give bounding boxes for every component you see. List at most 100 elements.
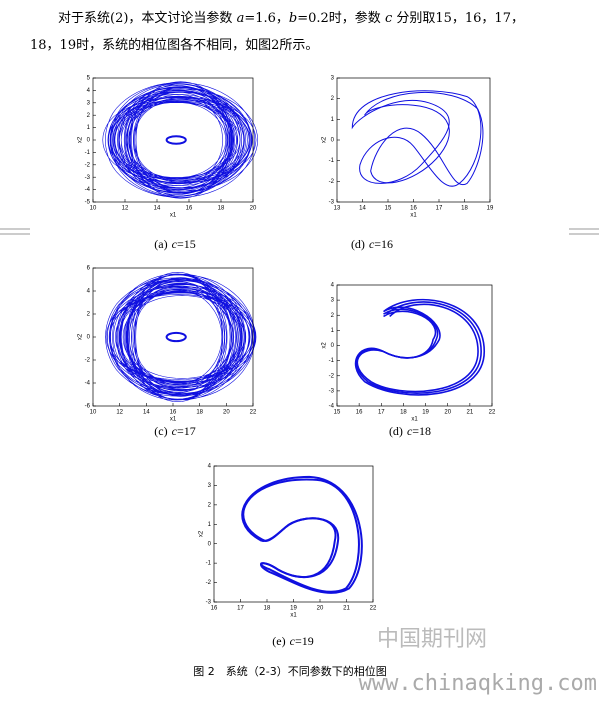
y-tick-label: 3 <box>208 483 212 489</box>
y-tick-label: 2 <box>208 502 212 508</box>
x-tick-label: 17 <box>237 606 244 612</box>
y-axis-label: x2 <box>78 333 84 340</box>
y-tick-label: -4 <box>85 187 91 193</box>
figure-caption: 图 2 系统（2-3）不同参数下的相位图 <box>193 664 386 678</box>
caption-value: =18 <box>412 424 431 438</box>
x-tick-label: 10 <box>90 206 97 212</box>
paragraph-line: 对于系统(2)，本文讨论当参数 a=1.6，b=0.2时，参数 c 分别取15，… <box>58 10 524 26</box>
x-tick-label: 14 <box>143 410 150 416</box>
watermark-url: www.chinaqking.com <box>359 671 597 696</box>
y-tick-label: -1 <box>85 150 91 156</box>
x-tick-label: 17 <box>436 206 443 212</box>
subfigure-caption: (d) c=18 <box>389 424 431 438</box>
x-tick-label: 16 <box>211 606 218 612</box>
x-tick-label: 16 <box>356 410 363 416</box>
x-tick-label: 18 <box>461 206 468 212</box>
y-tick-label: -3 <box>329 200 335 206</box>
y-tick-label: 3 <box>331 298 335 304</box>
y-tick-label: -2 <box>329 373 335 379</box>
x-tick-label: 17 <box>378 410 385 416</box>
y-tick-label: 5 <box>87 76 91 82</box>
trajectory <box>357 304 478 391</box>
text-segment: =0.2时，参数 <box>297 10 385 26</box>
y-tick-label: -2 <box>329 179 335 185</box>
y-tick-label: -2 <box>85 358 91 364</box>
x-tick-label: 18 <box>264 606 271 612</box>
y-tick-label: 2 <box>87 312 91 318</box>
x-tick-label: 20 <box>223 410 230 416</box>
phase-curve <box>105 272 256 401</box>
caption-value: =19 <box>295 634 314 648</box>
y-tick-label: 1 <box>331 328 335 334</box>
y-tick-label: -3 <box>85 175 91 181</box>
x-tick-label: 21 <box>343 606 350 612</box>
x-tick-label: 19 <box>487 206 494 212</box>
y-tick-label: 3 <box>87 100 91 106</box>
x-tick-label: 18 <box>400 410 407 416</box>
watermark: 中国期刊网 <box>377 627 487 652</box>
y-tick-label: 4 <box>331 283 335 289</box>
y-tick-label: 2 <box>87 113 91 119</box>
x-axis-label: x1 <box>290 613 297 619</box>
x-tick-label: 12 <box>122 206 129 212</box>
trajectory <box>167 333 186 341</box>
phase-plot: 15 16 17 18 19 20 21 22 -4 -3 -2 -1 0 1 2 3 4 x1 x2 (d) c=18 <box>322 283 496 438</box>
y-tick-label: 2 <box>331 96 335 102</box>
y-tick-label: -6 <box>85 404 91 410</box>
caption-value: =16 <box>374 237 393 251</box>
y-tick-label: -3 <box>206 600 212 606</box>
y-tick-label: -4 <box>329 404 335 410</box>
caption-label: (a) <box>154 237 167 251</box>
y-tick-label: 4 <box>87 289 91 295</box>
x-tick-label: 18 <box>196 410 203 416</box>
text-segment: c <box>385 11 393 26</box>
caption-var: c <box>172 424 178 438</box>
caption-var: c <box>369 237 375 251</box>
y-axis-label: x2 <box>322 136 328 143</box>
y-tick-label: -1 <box>206 561 212 567</box>
x-tick-label: 14 <box>154 206 161 212</box>
x-tick-label: 13 <box>334 206 341 212</box>
trajectory <box>356 302 481 393</box>
phase-plot: 13 14 15 16 17 18 19 -3 -2 -1 0 1 2 3 x1 x2 (d) c=16 <box>322 76 494 251</box>
caption-value: =15 <box>177 237 196 251</box>
phase-curve <box>103 82 258 199</box>
x-tick-label: 19 <box>422 410 429 416</box>
caption-label: (d) <box>351 237 365 251</box>
x-tick-label: 12 <box>116 410 123 416</box>
y-tick-label: -2 <box>85 162 91 168</box>
y-tick-label: -4 <box>85 381 91 387</box>
caption-var: c <box>290 634 296 648</box>
x-tick-label: 20 <box>250 206 257 212</box>
y-tick-label: 1 <box>331 117 335 123</box>
phase-curve <box>242 477 362 593</box>
x-axis-label: x1 <box>170 213 177 219</box>
paragraph-line: 18，19时，系统的相位图各不相同，如图2所示。 <box>30 37 318 53</box>
y-axis-label: x2 <box>78 136 84 143</box>
x-axis-label: x1 <box>411 417 418 423</box>
x-tick-label: 14 <box>359 206 366 212</box>
y-tick-label: 1 <box>208 522 212 528</box>
y-axis-label: x2 <box>322 342 328 349</box>
y-tick-label: 0 <box>87 138 91 144</box>
caption-var: c <box>407 424 413 438</box>
x-tick-label: 16 <box>410 206 417 212</box>
y-tick-label: 6 <box>87 266 91 272</box>
subfigure-caption: (d) c=16 <box>351 237 393 251</box>
x-tick-label: 10 <box>90 410 97 416</box>
y-tick-label: 3 <box>331 76 335 82</box>
y-tick-label: 4 <box>208 464 212 470</box>
text-segment: 18，19时，系统的相位图各不相同，如图2所示。 <box>30 37 318 53</box>
text-segment: a <box>237 11 245 26</box>
y-tick-label: -5 <box>85 200 91 206</box>
x-tick-label: 21 <box>467 410 474 416</box>
text-segment: 对于系统(2)，本文讨论当参数 <box>58 10 237 26</box>
y-tick-label: 0 <box>331 343 335 349</box>
caption-value: =17 <box>177 424 196 438</box>
caption-label: (e) <box>272 634 285 648</box>
subfigure-caption: (c) c=17 <box>154 424 195 438</box>
y-tick-label: 2 <box>331 313 335 319</box>
trajectory <box>356 300 485 395</box>
